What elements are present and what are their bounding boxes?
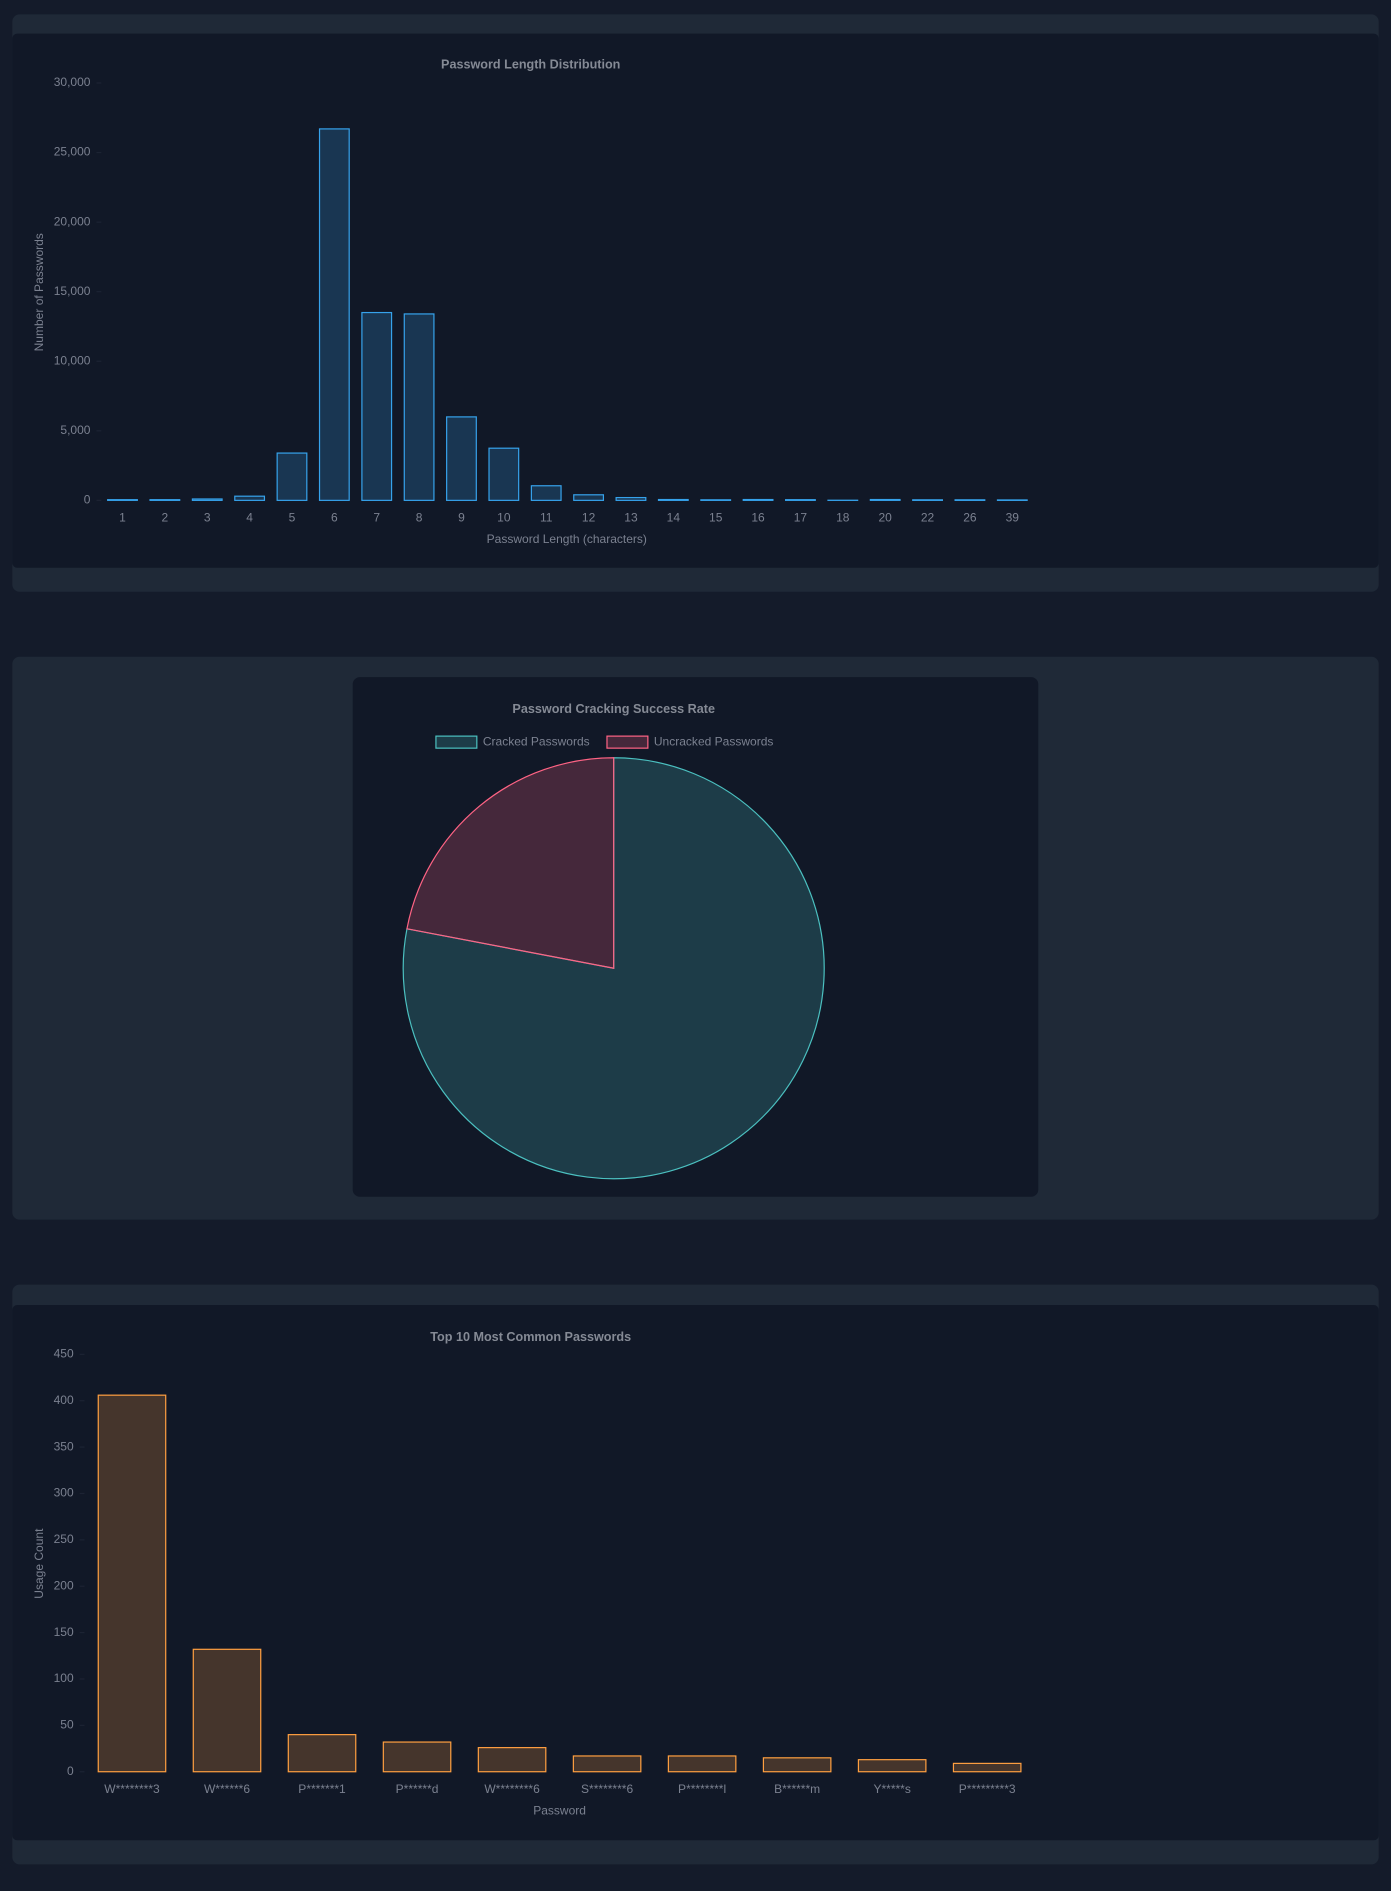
x-tick-label: B******m [774, 1782, 820, 1796]
y-tick-label: 300 [54, 1486, 74, 1500]
x-tick-label: W********6 [484, 1782, 540, 1796]
bar [913, 500, 943, 501]
y-tick-label: 10,000 [54, 353, 91, 367]
chart-title: Password Cracking Success Rate [512, 702, 715, 716]
x-tick-label: 4 [246, 511, 253, 525]
legend-swatch [436, 736, 477, 748]
bar [404, 314, 434, 500]
bar [478, 1748, 545, 1772]
x-tick-label: P******d [396, 1782, 439, 1796]
legend-label: Cracked Passwords [483, 734, 590, 748]
bar [108, 500, 138, 501]
bar [193, 1649, 260, 1771]
y-tick-label: 450 [54, 1347, 74, 1361]
x-axis-label: Password [533, 1804, 586, 1818]
x-axis-label: Password Length (characters) [487, 532, 647, 546]
bar [953, 1763, 1020, 1771]
bar [531, 486, 561, 501]
y-tick-label: 200 [54, 1578, 74, 1592]
y-tick-label: 150 [54, 1625, 74, 1639]
bar [763, 1758, 830, 1772]
x-tick-label: 39 [1006, 511, 1020, 525]
bar [668, 1756, 735, 1772]
x-tick-label: Y*****s [873, 1782, 910, 1796]
x-tick-label: 6 [331, 511, 338, 525]
bar [858, 1760, 925, 1772]
x-tick-label: 20 [879, 511, 893, 525]
bar [743, 500, 773, 501]
bar [616, 498, 646, 501]
bar [383, 1742, 450, 1772]
bar [574, 495, 604, 501]
x-tick-label: 8 [416, 511, 423, 525]
x-tick-label: P*********3 [959, 1782, 1016, 1796]
y-axis-label: Usage Count [32, 1528, 46, 1599]
bar [235, 496, 265, 500]
y-tick-label: 30,000 [54, 75, 91, 89]
chart-title: Top 10 Most Common Passwords [430, 1330, 631, 1344]
panel [12, 34, 1378, 568]
y-tick-label: 0 [84, 493, 91, 507]
x-tick-label: 18 [836, 511, 850, 525]
y-tick-label: 25,000 [54, 145, 91, 159]
bar [701, 500, 731, 501]
x-tick-label: 2 [162, 511, 169, 525]
x-tick-label: 11 [540, 511, 553, 525]
x-tick-label: 26 [963, 511, 977, 525]
bar [955, 500, 985, 501]
bar [288, 1735, 355, 1772]
x-tick-label: W********3 [104, 1782, 160, 1796]
y-tick-label: 400 [54, 1393, 74, 1407]
x-tick-label: 22 [921, 511, 935, 525]
x-tick-label: 7 [373, 511, 380, 525]
bar [362, 313, 392, 501]
y-tick-label: 5,000 [60, 423, 90, 437]
y-tick-label: 100 [54, 1671, 74, 1685]
x-tick-label: 16 [751, 511, 765, 525]
bar [447, 417, 477, 500]
x-tick-label: 9 [458, 511, 465, 525]
x-tick-label: P*******1 [298, 1782, 346, 1796]
y-tick-label: 20,000 [54, 214, 91, 228]
y-tick-label: 50 [60, 1718, 74, 1732]
y-tick-label: 250 [54, 1532, 74, 1546]
legend-swatch [607, 736, 648, 748]
bar [98, 1395, 165, 1772]
bar [659, 500, 689, 501]
x-tick-label: 15 [709, 511, 723, 525]
bar [786, 500, 816, 501]
x-tick-label: W******6 [204, 1782, 250, 1796]
bar [192, 499, 222, 500]
y-tick-label: 350 [54, 1439, 74, 1453]
x-tick-label: 12 [582, 511, 596, 525]
x-tick-label: 5 [289, 511, 296, 525]
y-tick-label: 15,000 [54, 284, 91, 298]
y-axis-label: Number of Passwords [32, 233, 46, 351]
chart-title: Password Length Distribution [441, 57, 620, 71]
bar [573, 1756, 640, 1772]
bar [870, 500, 900, 501]
x-tick-label: 3 [204, 511, 211, 525]
x-tick-label: 10 [497, 511, 511, 525]
x-tick-label: 1 [119, 511, 126, 525]
bar [489, 448, 519, 500]
legend-label: Uncracked Passwords [654, 734, 774, 748]
x-tick-label: 13 [624, 511, 638, 525]
x-tick-label: P********l [678, 1782, 726, 1796]
x-tick-label: 14 [667, 511, 681, 525]
bar [277, 453, 307, 500]
y-tick-label: 0 [67, 1764, 74, 1778]
bar [320, 129, 350, 500]
x-tick-label: 17 [794, 511, 808, 525]
bar [150, 500, 180, 501]
x-tick-label: S********6 [581, 1782, 633, 1796]
